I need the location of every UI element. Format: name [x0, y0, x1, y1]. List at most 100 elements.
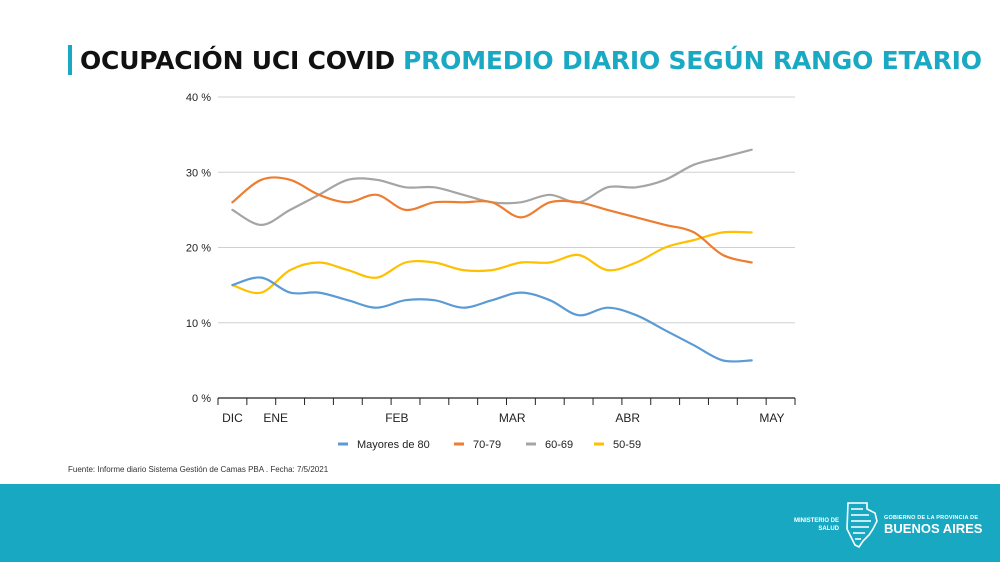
legend-label-s6069: 60-69: [545, 439, 573, 451]
y-tick-label: 0 %: [192, 393, 211, 405]
data-point-mayores80: [434, 300, 435, 301]
data-point-s5059: [463, 269, 464, 270]
data-point-mayores80: [290, 292, 291, 293]
x-tick-label: MAR: [499, 411, 526, 425]
data-point-s7079: [232, 202, 233, 203]
data-point-s6069: [347, 179, 348, 180]
ministerio-line2: SALUD: [818, 526, 839, 532]
data-point-mayores80: [347, 300, 348, 301]
data-point-s5059: [434, 262, 435, 263]
data-point-s7079: [607, 209, 608, 210]
data-point-mayores80: [636, 315, 637, 316]
data-point-s6069: [722, 157, 723, 158]
gov-small-label: GOBIERNO DE LA PROVINCIA DE: [884, 515, 979, 521]
data-point-s6069: [434, 187, 435, 188]
data-point-s7079: [491, 202, 492, 203]
data-point-s5059: [636, 262, 637, 263]
data-point-s5059: [290, 269, 291, 270]
data-point-s5059: [607, 269, 608, 270]
data-point-s6069: [405, 187, 406, 188]
x-tick-label: FEB: [385, 411, 408, 425]
x-tick-label: ABR: [615, 411, 640, 425]
data-point-mayores80: [693, 345, 694, 346]
data-point-s7079: [434, 202, 435, 203]
gov-big-label: BUENOS AIRES: [884, 521, 983, 536]
data-point-mayores80: [665, 330, 666, 331]
data-point-s6069: [232, 209, 233, 210]
page-title: OCUPACIÓN UCI COVID PROMEDIO DIARIO SEGÚ…: [68, 44, 982, 76]
data-point-s5059: [751, 232, 752, 233]
data-point-s5059: [693, 239, 694, 240]
data-point-s7079: [722, 254, 723, 255]
data-point-s6069: [463, 194, 464, 195]
source-note: Fuente: Informe diario Sistema Gestión d…: [68, 465, 329, 474]
data-point-s7079: [636, 217, 637, 218]
data-point-s5059: [578, 254, 579, 255]
y-tick-label: 10 %: [186, 318, 211, 330]
data-point-s6069: [665, 179, 666, 180]
data-point-mayores80: [491, 300, 492, 301]
series-line-s7079: [231, 176, 753, 264]
data-point-s7079: [665, 224, 666, 225]
data-point-s6069: [376, 179, 377, 180]
data-point-s7079: [578, 202, 579, 203]
y-tick-label: 30 %: [186, 167, 211, 179]
data-point-s7079: [693, 232, 694, 233]
data-point-s6069: [290, 209, 291, 210]
data-point-s6069: [693, 164, 694, 165]
data-point-s5059: [347, 269, 348, 270]
x-tick-label: ENE: [263, 411, 288, 425]
data-point-s5059: [722, 232, 723, 233]
data-point-s5059: [376, 277, 377, 278]
footer-band: [0, 484, 1000, 562]
data-point-s6069: [751, 149, 752, 150]
data-point-mayores80: [261, 277, 262, 278]
series-line-s6069: [231, 148, 753, 226]
data-point-mayores80: [549, 300, 550, 301]
legend-label-s5059: 50-59: [613, 439, 641, 451]
series-line-s5059: [231, 230, 753, 295]
y-tick-label: 40 %: [186, 92, 211, 104]
title-accent: PROMEDIO DIARIO SEGÚN RANGO ETARIO: [403, 45, 982, 75]
data-point-s7079: [549, 202, 550, 203]
data-point-s7079: [376, 194, 377, 195]
data-point-s5059: [405, 262, 406, 263]
data-point-mayores80: [520, 292, 521, 293]
data-point-mayores80: [578, 315, 579, 316]
data-point-s6069: [520, 202, 521, 203]
data-point-s5059: [491, 269, 492, 270]
x-tick-label: MAY: [759, 411, 784, 425]
legend-label-mayores80: Mayores de 80: [357, 439, 430, 451]
data-point-s6069: [549, 194, 550, 195]
y-tick-label: 20 %: [186, 243, 211, 255]
ministerio-label: MINISTERIO DE SALUD: [783, 517, 839, 533]
title-accent-bar: [68, 45, 72, 75]
ministerio-line1: MINISTERIO DE: [793, 518, 839, 524]
data-point-s5059: [261, 292, 262, 293]
data-point-s7079: [751, 262, 752, 263]
data-point-s7079: [290, 179, 291, 180]
data-point-s5059: [520, 262, 521, 263]
line-chart: 0 % 10 % 20 % 30 % 40 % DIC ENE FEB MAR ABR MAY May…: [186, 92, 796, 451]
data-point-s7079: [318, 194, 319, 195]
data-point-s5059: [549, 262, 550, 263]
data-point-mayores80: [232, 285, 233, 286]
data-point-s6069: [636, 187, 637, 188]
data-point-mayores80: [607, 307, 608, 308]
data-point-s6069: [607, 187, 608, 188]
data-point-s7079: [261, 179, 262, 180]
data-point-s7079: [405, 209, 406, 210]
province-map-logo-icon: [846, 502, 878, 549]
data-point-mayores80: [463, 307, 464, 308]
data-point-mayores80: [405, 300, 406, 301]
data-point-s7079: [347, 202, 348, 203]
data-point-s7079: [463, 202, 464, 203]
legend-label-s7079: 70-79: [473, 439, 501, 451]
title-main: OCUPACIÓN UCI COVID: [80, 45, 395, 75]
x-tick-label: DIC: [222, 411, 243, 425]
data-point-mayores80: [318, 292, 319, 293]
series-line-mayores80: [231, 276, 753, 363]
data-point-s7079: [520, 217, 521, 218]
data-point-mayores80: [376, 307, 377, 308]
data-point-s5059: [665, 247, 666, 248]
